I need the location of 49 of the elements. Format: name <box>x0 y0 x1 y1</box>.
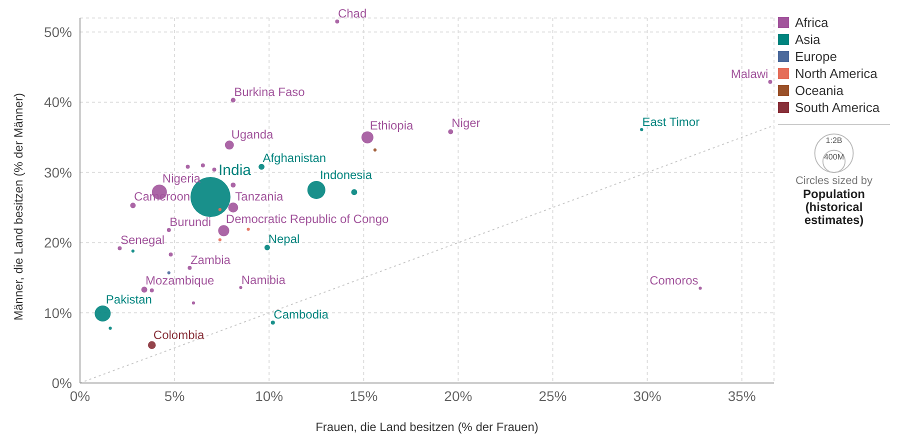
data-label: Mozambique <box>145 274 215 288</box>
data-label: Indonesia <box>320 168 372 182</box>
y-tick-label: 20% <box>44 234 72 251</box>
x-tick-label: 20% <box>444 388 472 404</box>
data-label: Namibia <box>241 272 286 287</box>
x-tick-label: 5% <box>164 388 185 404</box>
legend-label: 400M <box>824 152 844 162</box>
y-tick-label: 40% <box>44 94 72 110</box>
y-axis-title: Männer, die Land besitzen (% der Männer) <box>11 93 26 320</box>
data-label: Democratic Republic of Congo <box>226 212 390 226</box>
legend-label: South America <box>794 99 881 116</box>
legend-label: North America <box>794 65 878 82</box>
y-tick-label: 30% <box>44 164 72 180</box>
x-tick-label: 15% <box>350 388 378 404</box>
legend-label: Europe <box>794 48 838 65</box>
x-tick-label: 35% <box>728 388 756 404</box>
data-label: Zambia <box>190 252 231 267</box>
data-label: Chad <box>338 6 367 21</box>
x-tick-label: 30% <box>633 388 662 404</box>
x-tick-label: 10% <box>255 388 284 404</box>
x-tick-label: 0% <box>70 388 90 404</box>
data-label: Afghanistan <box>262 150 326 165</box>
legend-label: 1:2B <box>826 136 842 145</box>
data-label: Comoros <box>650 274 698 288</box>
text: Circles sized by <box>794 175 874 188</box>
data-label: Uganda <box>231 128 274 142</box>
data-label: Senegal <box>120 233 165 248</box>
data-label: East Timor <box>642 115 700 130</box>
data-label: Burundi <box>170 214 212 229</box>
legend-label: Oceania <box>794 82 844 99</box>
legend-label: Asia <box>794 31 822 48</box>
data-label: Ethiopia <box>370 118 414 132</box>
data-label: India <box>218 162 252 179</box>
data-label: Nepal <box>268 232 300 246</box>
data-label: Nigeria <box>162 172 201 186</box>
y-tick-label: 10% <box>44 304 72 321</box>
data-label: Tanzania <box>235 190 284 204</box>
data-label: Colombia <box>153 328 204 342</box>
y-tick-label: 50% <box>44 24 72 40</box>
data-label: Cambodia <box>274 308 329 322</box>
legend-label: Africa <box>794 14 830 31</box>
data-label: Pakistan <box>106 292 152 307</box>
text: Population (historical estimates) <box>802 187 866 228</box>
x-tick-label: 25% <box>538 388 567 404</box>
y-tick-label: 0% <box>52 374 72 391</box>
x-axis-title: Frauen, die Land besitzen (% der Frauen) <box>316 420 538 434</box>
data-label: Burkina Faso <box>234 84 306 99</box>
data-label: Malawi <box>730 66 768 81</box>
data-label: Niger <box>452 116 480 130</box>
